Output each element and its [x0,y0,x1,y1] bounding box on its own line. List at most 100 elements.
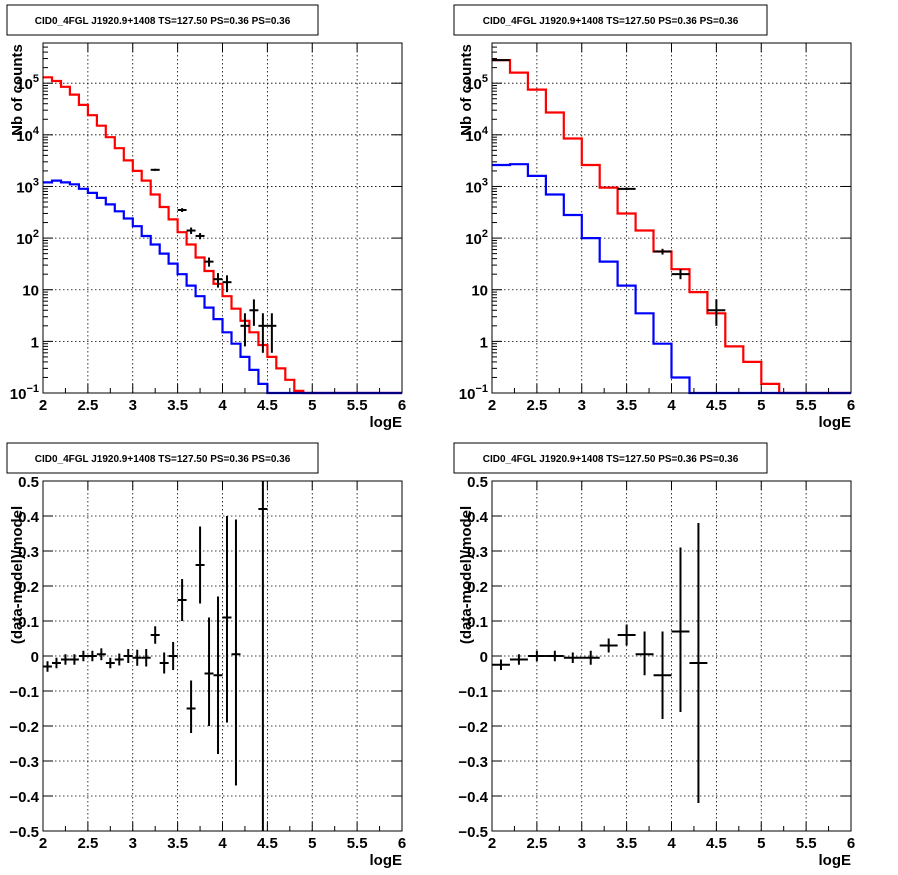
bottom-left-data-point [69,654,79,665]
bottom-left-y-tick-label: −0.1 [9,684,39,701]
top-right-y-tick-label: 10 [471,283,488,300]
top-left-x-tick-label: 5 [308,397,316,414]
top-left-data-point [177,208,187,213]
top-left-x-tick-label: 4.5 [257,397,278,414]
bottom-right-data-point [671,547,690,712]
top-left-data-point [249,299,259,326]
top-left-data-point [204,257,214,267]
top-left-x-tick-label: 6 [398,397,406,414]
top-right-x-tick-label: 4 [667,397,676,414]
top-right-data-point [707,299,726,326]
bottom-right-panel: CID0_4FGL J1920.9+1408 TS=127.50 PS=0.36… [453,442,855,869]
top-left-x-tick-label: 3 [129,397,137,414]
bottom-right-x-tick-label: 5.5 [796,835,817,852]
bottom-right-x-tick-label: 5 [757,835,765,852]
bottom-right-y-tick-label: 0.5 [467,474,488,491]
bottom-left-x-tick-label: 2.5 [77,835,98,852]
bottom-left-data-point [114,653,124,666]
bottom-left-y-tick-label: 0.4 [18,509,40,526]
bottom-left-data-point [195,526,205,604]
top-right-y-tick-label: 102 [465,228,488,248]
top-left-y-tick-label: 10−1 [10,383,39,403]
bottom-left-x-tick-label: 6 [398,835,406,852]
bottom-right-x-tick-label: 2 [488,835,496,852]
bottom-right-x-tick-label: 3.5 [616,835,637,852]
bottom-right-x-axis-title: logE [819,852,852,869]
bottom-right-data-point [527,650,546,662]
bottom-right-y-tick-label: 0.2 [467,579,488,596]
top-left-x-tick-label: 2 [39,397,47,414]
bottom-left-y-tick-label: 0.3 [18,544,39,561]
bottom-right-y-tick-label: −0.3 [458,754,488,771]
top-left-data-point [267,313,277,353]
top-right-x-axis-title: logE [819,414,852,431]
bottom-left-x-tick-label: 2 [39,835,47,852]
top-right-y-tick-label: 10−1 [459,383,488,403]
top-left-x-tick-label: 4 [218,397,227,414]
bottom-left-y-tick-label: 0.5 [18,474,39,491]
bottom-right-data-point [581,650,600,665]
bottom-left-data-point [213,596,223,754]
top-left-title: CID0_4FGL J1920.9+1408 TS=127.50 PS=0.36… [35,16,291,27]
bottom-left-data-point [258,481,268,831]
bottom-left-x-tick-label: 3 [129,835,137,852]
bottom-left-title-box [6,442,319,474]
top-right-x-tick-label: 3.5 [616,397,637,414]
bottom-left-data-point [105,657,115,669]
bottom-left-data-point [132,649,142,666]
top-right-y-tick-label: 104 [465,125,489,145]
top-right-x-tick-label: 5.5 [796,397,817,414]
top-left-title-box [6,4,319,36]
bottom-left-data-point [159,652,169,674]
top-right-panel: CID0_4FGL J1920.9+1408 TS=127.50 PS=0.36… [453,4,855,431]
bottom-right-data-point [545,650,564,662]
bottom-right-data-point [492,659,510,670]
bottom-left-x-tick-label: 4.5 [257,835,278,852]
top-left-x-tick-label: 2.5 [77,397,98,414]
top-right-data-point [671,269,690,280]
top-left-x-axis-title: logE [370,414,403,431]
bottom-left-y-axis-title: (data-model)/model [9,506,26,644]
bottom-right-title: CID0_4FGL J1920.9+1408 TS=127.50 PS=0.36… [483,454,739,465]
bottom-right-y-tick-label: −0.2 [458,719,488,736]
bottom-right-y-tick-label: 0.1 [467,614,488,631]
bottom-right-x-tick-label: 4 [667,835,676,852]
top-right-x-tick-label: 2.5 [526,397,547,414]
top-left-y-tick-label: 104 [16,125,40,145]
bottom-left-y-tick-label: −0.3 [9,754,39,771]
top-left-data-point [195,233,205,240]
top-right-x-tick-label: 5 [757,397,765,414]
bottom-left-panel: CID0_4FGL J1920.9+1408 TS=127.50 PS=0.36… [6,442,406,869]
bottom-left-data-point [78,650,88,662]
bottom-right-x-tick-label: 2.5 [526,835,547,852]
top-left-y-tick-label: 1 [31,334,39,351]
top-left-data-point [258,313,268,353]
top-right-data-point [617,187,636,191]
bottom-right-data-point [509,654,528,665]
bottom-right-x-tick-label: 3 [578,835,586,852]
bottom-left-x-tick-label: 5.5 [347,835,368,852]
top-right-title: CID0_4FGL J1920.9+1408 TS=127.50 PS=0.36… [483,16,739,27]
bottom-right-data-point [635,631,654,676]
bottom-right-y-tick-label: 0 [480,649,488,666]
bottom-left-y-tick-label: 0.1 [18,614,39,631]
top-left-x-tick-label: 3.5 [167,397,188,414]
top-left-panel: CID0_4FGL J1920.9+1408 TS=127.50 PS=0.36… [6,4,406,431]
bottom-right-y-tick-label: −0.4 [458,789,488,806]
bottom-left-data-point [204,617,214,726]
bottom-left-x-tick-label: 4 [218,835,227,852]
bottom-right-y-tick-label: 0.3 [467,544,488,561]
top-right-y-tick-label: 1 [480,334,488,351]
top-right-x-tick-label: 4.5 [706,397,727,414]
bottom-left-y-tick-label: 0 [31,649,39,666]
top-left-data-point [240,313,250,347]
top-left-y-tick-label: 102 [16,228,39,248]
top-right-y-axis-title: Nb of counts [458,44,475,136]
bottom-left-data-point [123,649,133,663]
bottom-left-data-point [150,626,160,644]
top-left-y-tick-label: 103 [16,176,39,196]
bottom-left-x-tick-label: 5 [308,835,316,852]
top-right-series-blue-line [492,163,851,395]
top-left-data-point [150,168,160,171]
